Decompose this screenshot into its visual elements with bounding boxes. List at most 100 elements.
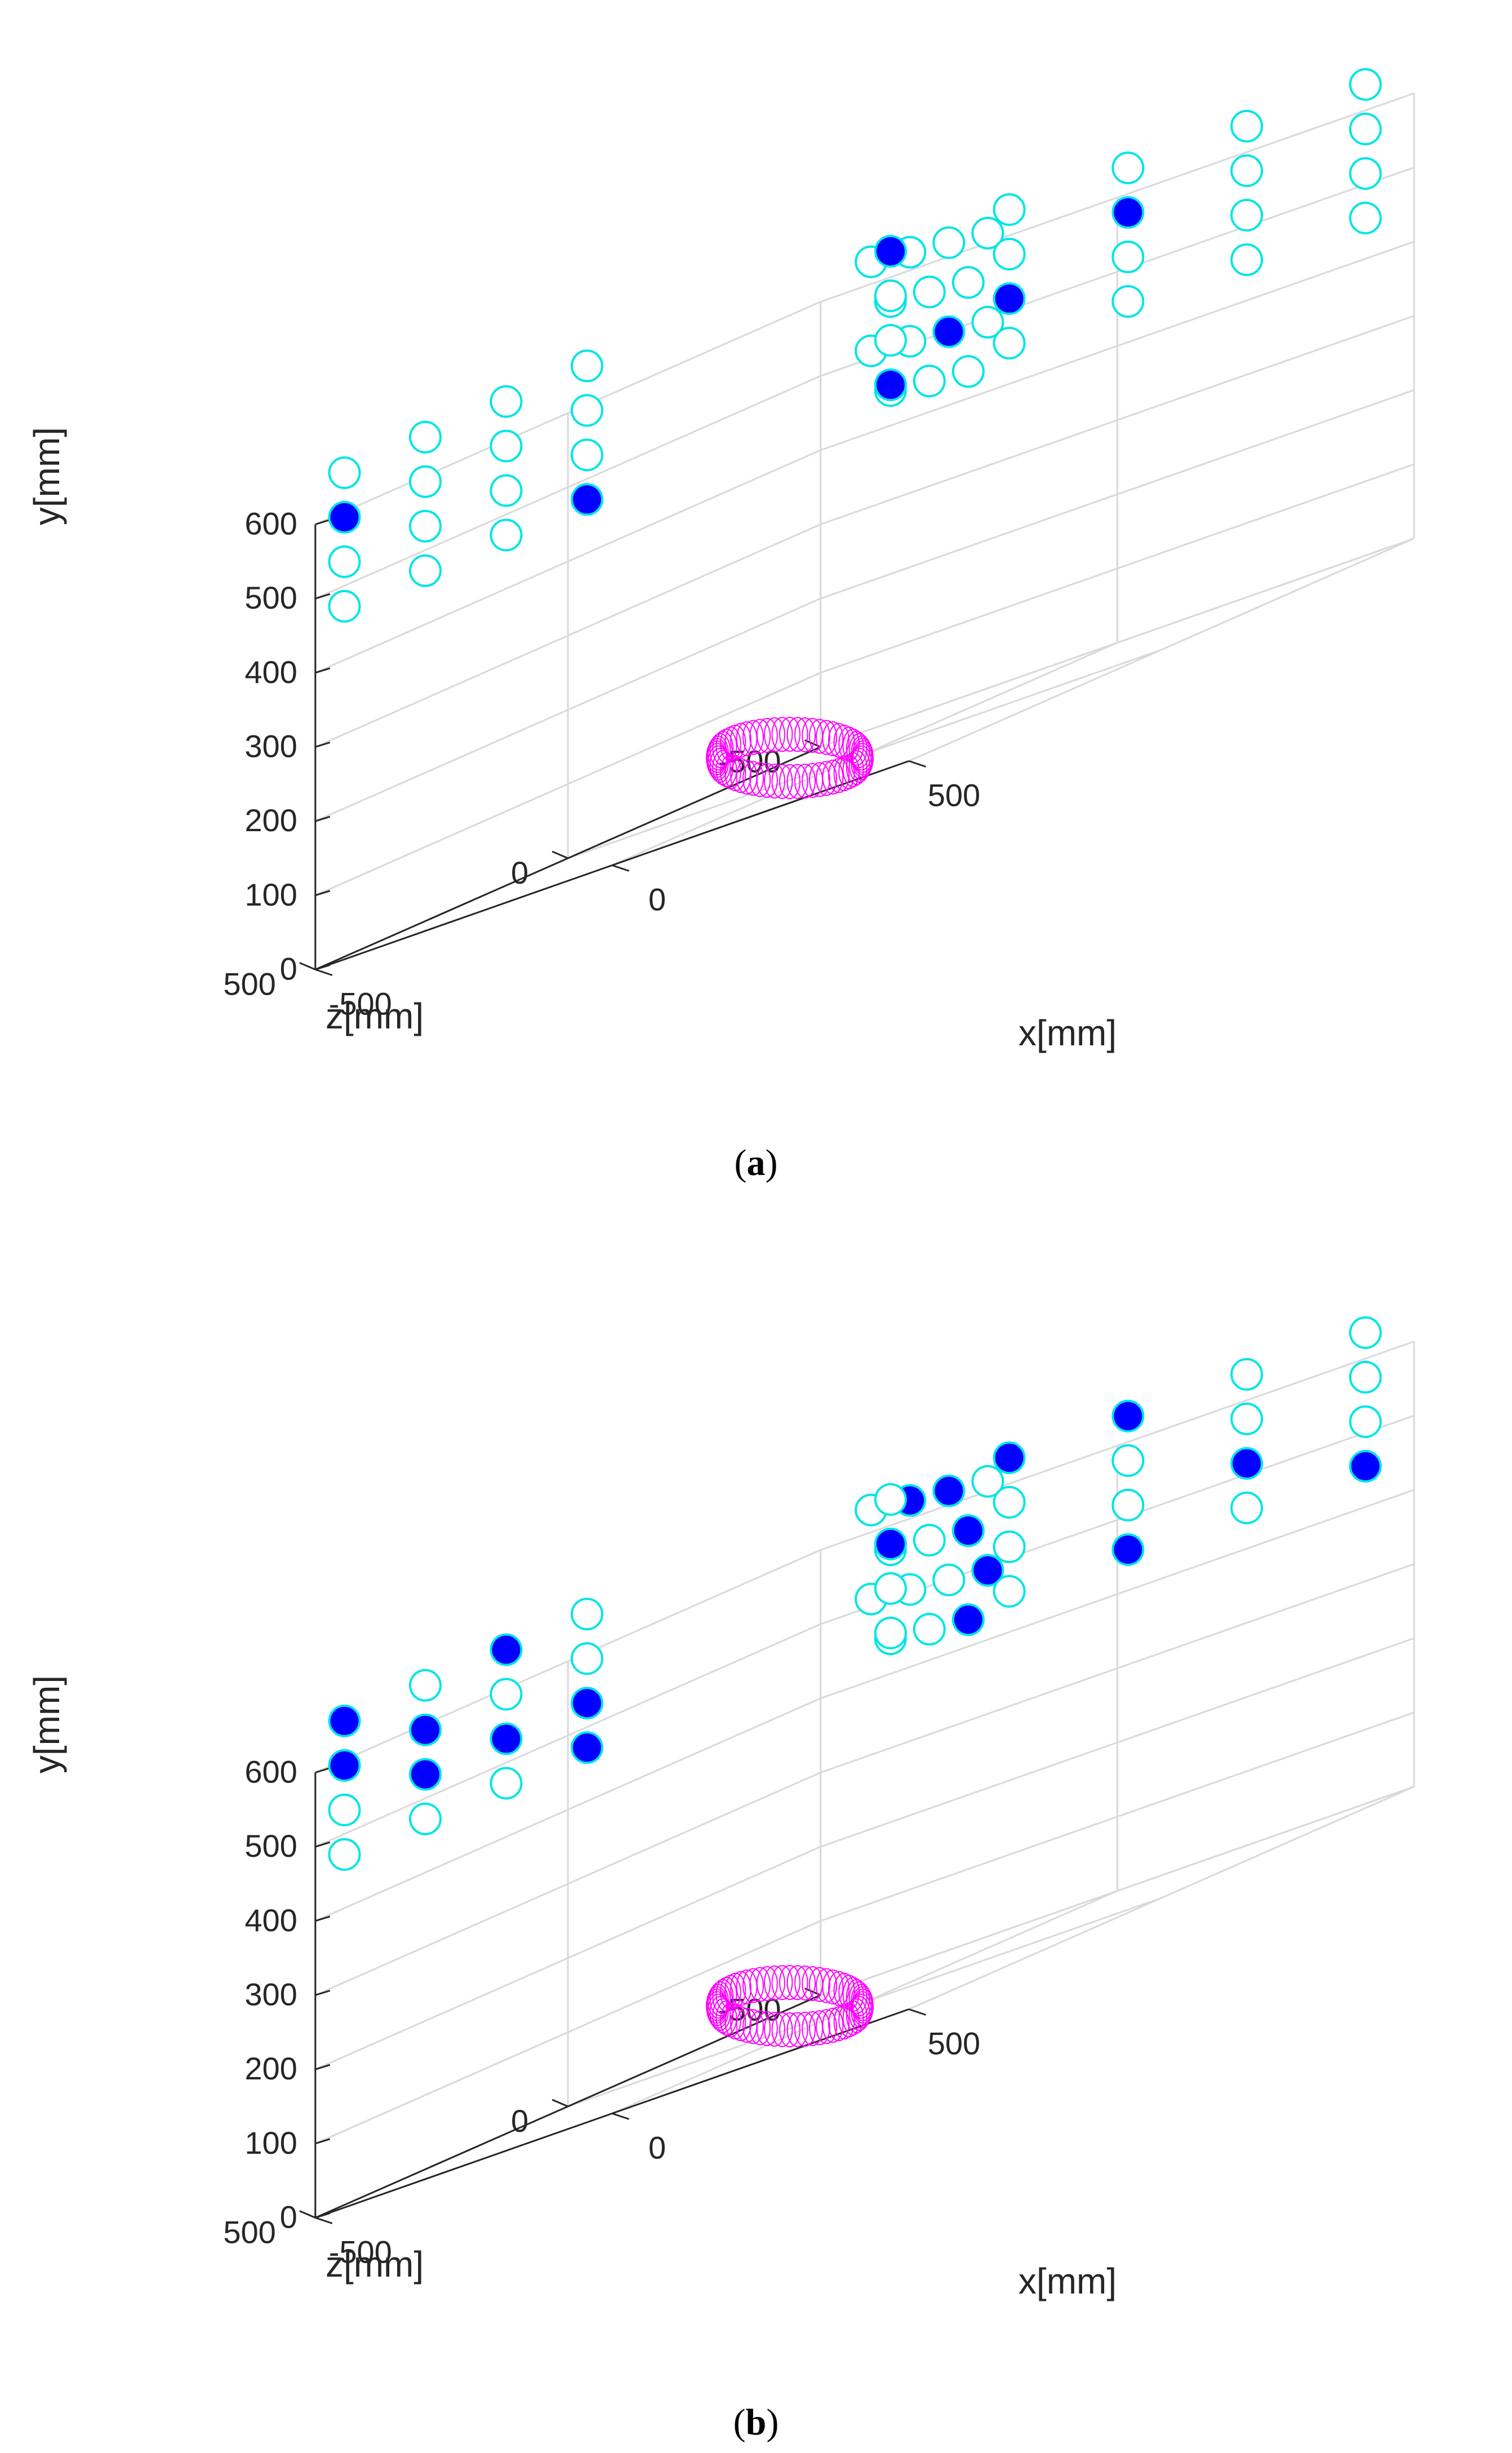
ring-segment [848, 747, 870, 783]
ring-segment [852, 738, 874, 773]
filled-marker [490, 1722, 523, 1755]
open-marker [408, 465, 442, 498]
open-marker [328, 456, 361, 489]
y-tick-label: 100 [244, 2125, 297, 2161]
y-tick-label: 300 [244, 1977, 297, 2012]
x-tick-label: -500 [329, 986, 392, 1022]
x-tick [908, 2008, 926, 2016]
y-tick [315, 890, 331, 897]
filled-marker [570, 1731, 603, 1764]
y-tick-label: 200 [244, 2051, 297, 2086]
ring-segment [846, 730, 868, 766]
filled-marker [951, 1603, 985, 1636]
open-marker [1111, 240, 1145, 273]
open-marker [328, 545, 361, 578]
ring-segment [848, 1981, 870, 2017]
filled-marker [932, 1474, 966, 1507]
open-marker [1230, 109, 1264, 143]
open-marker [993, 237, 1026, 270]
ring-segment [822, 1970, 844, 2005]
open-marker [1349, 157, 1382, 190]
ring-segment [724, 724, 746, 760]
z-tick [299, 962, 316, 970]
z-axis-label: z[mm] [326, 2244, 424, 2285]
ring-segment [794, 1965, 816, 2000]
ring-segment [852, 1986, 874, 2021]
open-marker [971, 1465, 1004, 1498]
y-tick [315, 519, 331, 525]
ring-segment [794, 717, 816, 752]
open-marker [874, 279, 907, 312]
y-axis-label: y[mm] [26, 427, 67, 525]
filled-marker [971, 1554, 1004, 1587]
ring-segment [833, 2004, 855, 2040]
z-tick-label: 0 [511, 2103, 528, 2139]
filled-marker [1111, 196, 1145, 229]
x-tick-label: -500 [329, 2234, 392, 2270]
filled-marker [570, 483, 603, 516]
filled-marker [570, 1687, 603, 1720]
filled-marker [874, 368, 907, 401]
y-tick-label: 200 [244, 802, 297, 838]
open-marker [874, 1572, 907, 1605]
ring-segment [749, 2010, 771, 2046]
y-tick [315, 1990, 331, 1996]
ring-segment [779, 717, 801, 752]
open-marker [408, 1669, 442, 1702]
open-marker [570, 1642, 603, 1675]
open-marker [1230, 154, 1264, 187]
ring-segment [851, 735, 873, 771]
y-tick [315, 1841, 331, 1848]
x-tick-label: 0 [648, 882, 666, 917]
ring-segment [736, 2007, 758, 2043]
ring-segment [846, 1979, 868, 2014]
ring-segment [771, 764, 793, 799]
filled-marker [328, 1749, 361, 1782]
filled-marker [993, 1441, 1026, 1474]
open-marker [993, 193, 1026, 226]
ring-segment [736, 759, 758, 795]
x-tick [315, 969, 333, 976]
open-marker [1349, 68, 1382, 101]
y-tick [315, 593, 331, 600]
ring-segment [808, 1967, 830, 2002]
open-marker [408, 1802, 442, 1835]
open-marker [1230, 1402, 1264, 1435]
ring-segment [756, 1966, 778, 2002]
open-marker [328, 1793, 361, 1826]
panel-b: 01002003004005006005000-500-5000500y[mm]… [26, 1316, 1415, 2301]
open-marker [951, 266, 985, 299]
ring-segment [709, 733, 731, 769]
z-tick-label: 500 [223, 966, 275, 1002]
ring-segment [802, 2011, 824, 2046]
open-marker [1349, 1405, 1382, 1438]
ring-segment [709, 1981, 731, 2017]
open-marker [1111, 1444, 1145, 1477]
filled-marker [874, 1527, 907, 1560]
open-marker [993, 1485, 1026, 1519]
ring-segment [709, 747, 731, 783]
open-marker [570, 349, 603, 383]
ring-segment [779, 1965, 801, 2000]
open-marker [874, 1616, 907, 1649]
filled-marker [408, 1758, 442, 1791]
ring-segment [816, 761, 837, 796]
open-marker [408, 554, 442, 587]
x-tick-label: 500 [928, 778, 980, 813]
ring-segment [730, 758, 752, 793]
ring-segment [786, 1965, 808, 2000]
z-tick-label: 500 [223, 2215, 275, 2250]
ring-segment [808, 762, 830, 797]
ring-segment [742, 761, 764, 796]
floor-grid-line [567, 1897, 1162, 2108]
y-tick [315, 667, 331, 674]
y-tick-label: 0 [280, 951, 297, 987]
caption-b: (b) [733, 2402, 779, 2443]
ring-segment [742, 1968, 764, 2003]
floor-grid-line [567, 649, 1162, 859]
ring-segment [816, 2009, 837, 2044]
y-tick [315, 1767, 331, 1773]
y-tick [315, 964, 331, 970]
y-tick-label: 400 [244, 654, 297, 690]
